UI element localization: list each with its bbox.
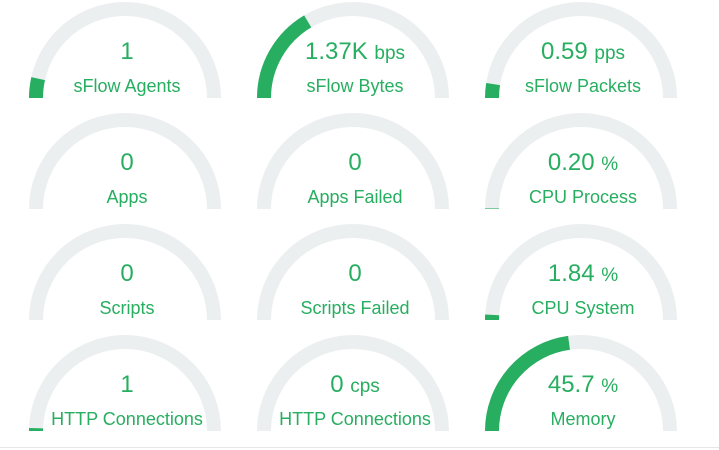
gauge-sflow-agents: 1 sFlow Agents (27, 2, 227, 106)
gauge-label: CPU Process (528, 187, 638, 207)
gauge-track (29, 224, 221, 321)
gauge-value-line: 1 (27, 38, 227, 68)
gauge-cpu-process: 0.20 % CPU Process (483, 113, 683, 217)
gauge-cpu-system: 1.84 % CPU System (483, 224, 683, 328)
gauge-unit: % (601, 154, 619, 175)
gauge-value: 0 (120, 260, 134, 287)
gauge-label: HTTP Connections (51, 409, 203, 429)
gauge-arc (257, 335, 449, 432)
gauge-arc (484, 113, 677, 210)
gauge-value: 0 (330, 371, 344, 398)
gauge-value-line: 0 cps (255, 371, 455, 401)
gauge-value: 0 (348, 260, 362, 287)
gauge-http-connections-rate: 0 cps HTTP Connections (255, 335, 455, 439)
gauge-label: Scripts Failed (300, 298, 410, 318)
gauge-value-line: 1.37K bps (255, 38, 455, 68)
gauge-track (257, 224, 449, 321)
gauge-label: sFlow Bytes (306, 76, 404, 96)
gauge-fill (485, 82, 501, 99)
gauge-track (257, 113, 449, 210)
gauge-label: HTTP Connections (279, 409, 431, 429)
gauge-track (29, 113, 221, 210)
gauge-value-line: 1 (27, 371, 227, 401)
gauge-arc (29, 113, 221, 210)
gauge-value-line: 1.84 % (483, 260, 683, 290)
gauge-label: sFlow Agents (73, 76, 181, 96)
gauge-unit: bps (374, 43, 406, 64)
gauge-label: Scripts (99, 298, 155, 318)
gauge-unit: % (601, 265, 619, 286)
gauge-arc (485, 224, 677, 321)
gauge-memory: 45.7 % Memory (483, 335, 683, 439)
gauge-track (485, 113, 677, 210)
gauge-arc (257, 113, 449, 210)
gauge-apps-failed: 0 Apps Failed (255, 113, 455, 217)
gauge-apps: 0 Apps (27, 113, 227, 217)
gauge-value-line: 0.59 pps (483, 38, 683, 68)
gauge-label: Apps (106, 187, 148, 207)
gauge-value-line: 0 (27, 149, 227, 179)
gauge-unit: cps (350, 376, 380, 397)
gauge-track (485, 224, 677, 321)
gauge-label: Apps Failed (307, 187, 403, 207)
gauge-track (485, 2, 677, 99)
gauge-arc (28, 2, 221, 99)
gauge-fill (485, 335, 571, 432)
gauge-value-line: 0.20 % (483, 149, 683, 179)
gauge-value: 0 (120, 149, 134, 176)
gauge-track (29, 335, 221, 432)
gauge-fill (257, 15, 312, 99)
gauge-arc (29, 224, 221, 321)
gauge-label: sFlow Packets (524, 76, 642, 96)
gauge-value-line: 0 (255, 149, 455, 179)
gauge-value: 1.84 (547, 260, 595, 287)
gauge-fill (28, 77, 46, 99)
gauge-track (29, 2, 221, 99)
gauge-arc (29, 335, 221, 432)
gauge-value: 0 (348, 149, 362, 176)
gauge-sflow-bytes: 1.37K bps sFlow Bytes (255, 2, 455, 106)
gauge-arc (257, 2, 449, 99)
gauge-http-connections: 1 HTTP Connections (27, 335, 227, 439)
gauge-sflow-packets: 0.59 pps sFlow Packets (483, 2, 683, 106)
gauge-value-line: 45.7 % (483, 371, 683, 401)
gauge-value: 0.59 (540, 38, 588, 65)
gauge-scripts: 0 Scripts (27, 224, 227, 328)
gauge-value-line: 0 (27, 260, 227, 290)
gauge-label: Memory (550, 409, 616, 429)
gauge-arc (257, 224, 449, 321)
gauge-value: 1 (120, 371, 134, 398)
gauge-unit: % (601, 376, 619, 397)
gauge-unit: pps (594, 43, 626, 64)
gauge-value: 1.37K (304, 38, 368, 65)
gauge-label: CPU System (531, 298, 635, 318)
gauge-track (257, 335, 449, 432)
gauge-value: 0.20 (547, 149, 595, 176)
gauge-arc (485, 2, 677, 99)
gauge-scripts-failed: 0 Scripts Failed (255, 224, 455, 328)
gauge-value: 1 (120, 38, 134, 65)
gauge-value-line: 0 (255, 260, 455, 290)
gauge-value: 45.7 (547, 371, 595, 398)
gauge-arc (485, 335, 677, 432)
bottom-divider (0, 447, 719, 448)
